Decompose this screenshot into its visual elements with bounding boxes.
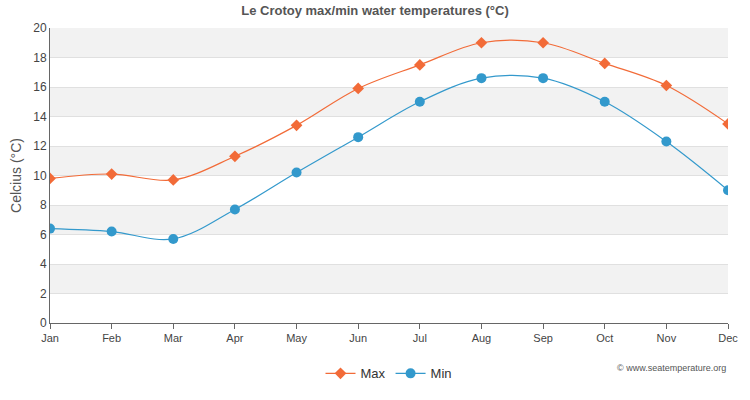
svg-text:Jan: Jan bbox=[41, 332, 59, 344]
svg-text:Feb: Feb bbox=[102, 332, 121, 344]
svg-text:Celcius (°C): Celcius (°C) bbox=[8, 138, 24, 213]
svg-text:Apr: Apr bbox=[226, 332, 243, 344]
svg-text:6: 6 bbox=[40, 228, 47, 242]
svg-text:16: 16 bbox=[33, 80, 47, 94]
svg-text:Jun: Jun bbox=[349, 332, 367, 344]
svg-text:0: 0 bbox=[40, 316, 47, 330]
svg-text:Mar: Mar bbox=[164, 332, 183, 344]
svg-text:Aug: Aug bbox=[472, 332, 492, 344]
svg-text:8: 8 bbox=[40, 198, 47, 212]
svg-text:Oct: Oct bbox=[596, 332, 613, 344]
svg-text:May: May bbox=[286, 332, 307, 344]
svg-text:14: 14 bbox=[33, 110, 47, 124]
svg-text:Jul: Jul bbox=[413, 332, 427, 344]
svg-text:Le Crotoy max/min water temper: Le Crotoy max/min water temperatures (°C… bbox=[241, 3, 508, 18]
svg-text:Nov: Nov bbox=[657, 332, 677, 344]
svg-text:Dec: Dec bbox=[718, 332, 738, 344]
svg-text:Max: Max bbox=[361, 366, 386, 381]
svg-text:© www.seatemperature.org: © www.seatemperature.org bbox=[617, 363, 726, 373]
svg-text:2: 2 bbox=[40, 287, 47, 301]
svg-text:20: 20 bbox=[33, 21, 47, 35]
svg-text:Sep: Sep bbox=[533, 332, 553, 344]
svg-text:10: 10 bbox=[33, 169, 47, 183]
svg-text:18: 18 bbox=[33, 51, 47, 65]
svg-text:Min: Min bbox=[431, 366, 452, 381]
svg-text:4: 4 bbox=[40, 257, 47, 271]
svg-text:12: 12 bbox=[33, 139, 47, 153]
